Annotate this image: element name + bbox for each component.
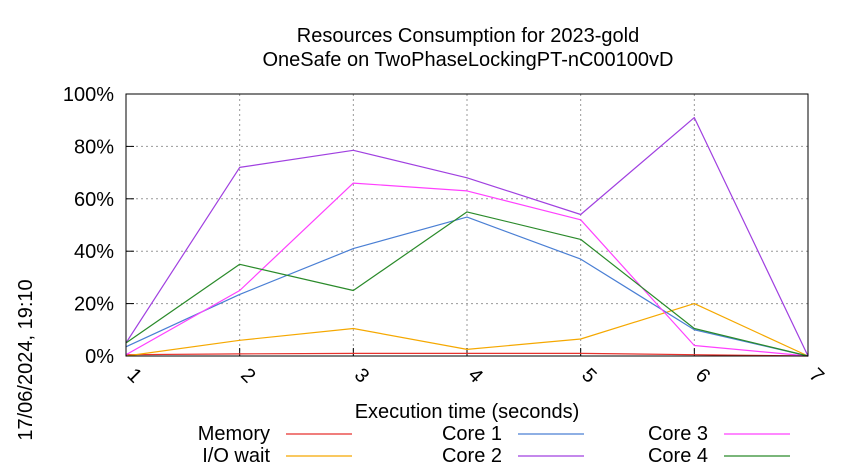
legend-label: Core 4	[648, 445, 708, 467]
series-layer	[125, 116, 809, 357]
x-tick-label: 3	[350, 364, 373, 387]
x-tick-label: 6	[691, 364, 714, 387]
x-tick-label: 7	[805, 364, 828, 387]
legend-label: Memory	[198, 423, 270, 445]
grid-layer	[125, 93, 809, 357]
chart-title: Resources Consumption for 2023-gold	[297, 25, 639, 47]
series-line	[125, 352, 809, 357]
x-axis-label: Execution time (seconds)	[355, 401, 580, 423]
y-tick-label: 80%	[74, 136, 114, 158]
legend-label: Core 2	[442, 445, 502, 467]
series-line	[125, 211, 809, 357]
series-line	[125, 216, 809, 357]
y-tick-label: 100%	[63, 84, 114, 106]
series-line	[125, 182, 809, 357]
x-tick-label: 2	[236, 364, 259, 387]
plot-frame	[125, 93, 809, 357]
x-tick-label: 1	[123, 364, 146, 387]
y-tick-label: 60%	[74, 189, 114, 211]
legend-label: Core 3	[648, 423, 708, 445]
x-tick-label: 4	[464, 364, 487, 387]
y-tick-label: 0%	[85, 346, 114, 368]
series-line	[125, 303, 809, 357]
chart-subtitle: OneSafe on TwoPhaseLockingPT-nC00100vD	[262, 49, 673, 71]
axis-layer: 0% 20% 40% 60% 80% 100% 1 2 3 4 5 6 7	[63, 84, 828, 387]
y-tick-label: 40%	[74, 241, 114, 263]
x-tick-label: 5	[577, 364, 600, 387]
legend-label: I/O wait	[202, 445, 270, 467]
series-line	[125, 116, 809, 357]
legend-label: Core 1	[442, 423, 502, 445]
y-tick-label: 20%	[74, 294, 114, 316]
timestamp-label: 17/06/2024, 19:10	[15, 279, 37, 440]
